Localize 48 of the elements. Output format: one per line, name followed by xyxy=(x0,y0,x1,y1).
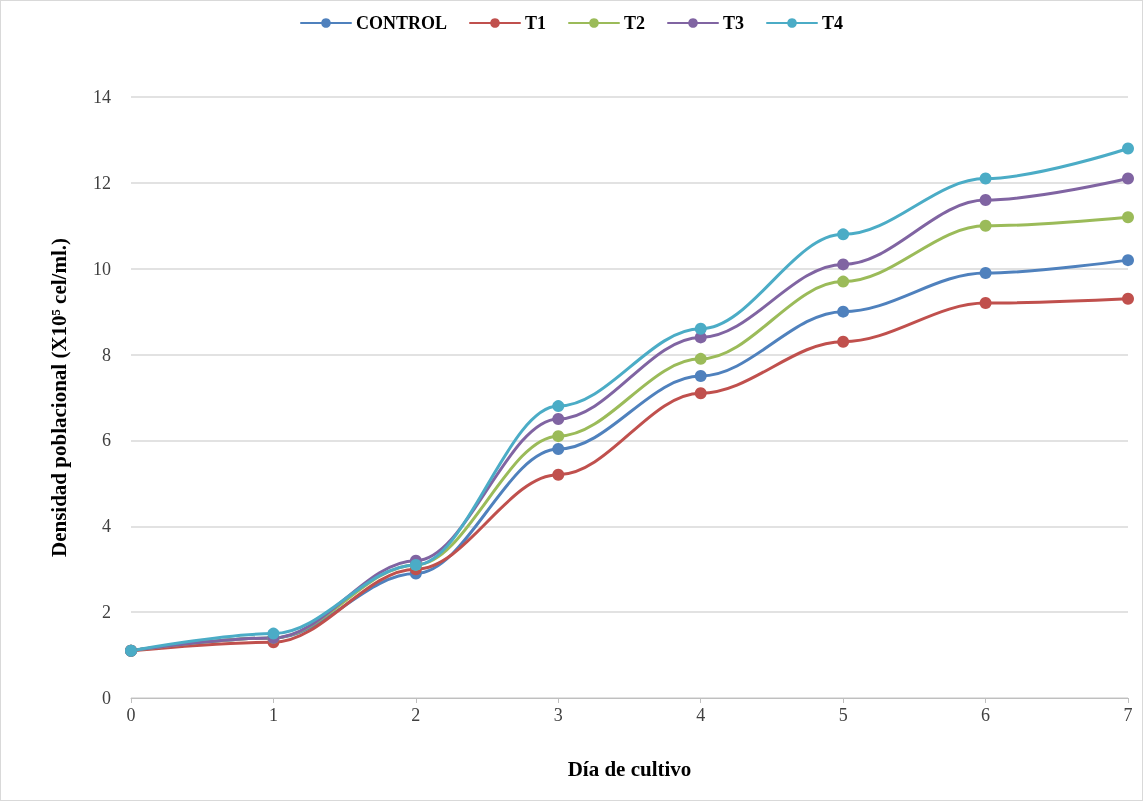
point xyxy=(979,297,992,310)
y-tick-label: 12 xyxy=(93,172,111,193)
point xyxy=(552,412,565,425)
y-tick-label: 14 xyxy=(93,87,111,107)
x-axis-title: Día de cultivo xyxy=(567,756,692,781)
x-tick-label: 0 xyxy=(126,705,136,725)
point xyxy=(979,267,992,279)
x-tick-label: 1 xyxy=(268,705,278,725)
point xyxy=(1122,172,1134,185)
point xyxy=(1122,292,1134,305)
legend-label: T4 xyxy=(822,13,844,33)
point xyxy=(552,468,565,481)
point xyxy=(552,430,565,443)
y-axis-title: Densidad poblacional (X10⁵ cel/ml.) xyxy=(46,238,71,557)
x-tick-label: 7 xyxy=(1123,705,1133,725)
y-tick-label: 6 xyxy=(102,430,111,451)
point xyxy=(979,172,992,185)
y-tick-label: 2 xyxy=(102,602,111,623)
point xyxy=(694,352,707,365)
x-tick-label: 5 xyxy=(838,705,848,725)
point xyxy=(694,322,707,335)
point xyxy=(552,443,565,456)
y-tick-label: 10 xyxy=(93,258,111,279)
point xyxy=(1122,254,1134,267)
x-tick-label: 6 xyxy=(981,705,991,725)
point xyxy=(694,387,707,400)
point xyxy=(694,370,707,383)
point xyxy=(267,627,280,640)
y-tick-label: 8 xyxy=(102,344,111,365)
y-tick-label: 4 xyxy=(102,516,111,537)
x-tick-label: 4 xyxy=(696,705,706,725)
point xyxy=(552,400,565,413)
y-tick-label: 0 xyxy=(102,688,111,708)
x-tick-label: 3 xyxy=(553,705,563,725)
point xyxy=(979,194,992,207)
x-tick-label: 2 xyxy=(411,705,421,725)
point xyxy=(837,275,850,288)
legend-label: T1 xyxy=(524,13,547,33)
point xyxy=(1122,142,1134,155)
point xyxy=(837,305,850,318)
legend-label: T2 xyxy=(624,13,646,33)
point xyxy=(837,335,850,348)
legend-label: T3 xyxy=(723,13,745,33)
point xyxy=(1122,211,1134,224)
point xyxy=(979,219,992,232)
point xyxy=(837,228,850,241)
point xyxy=(837,258,850,271)
legend-label: CONTROL xyxy=(355,13,447,33)
